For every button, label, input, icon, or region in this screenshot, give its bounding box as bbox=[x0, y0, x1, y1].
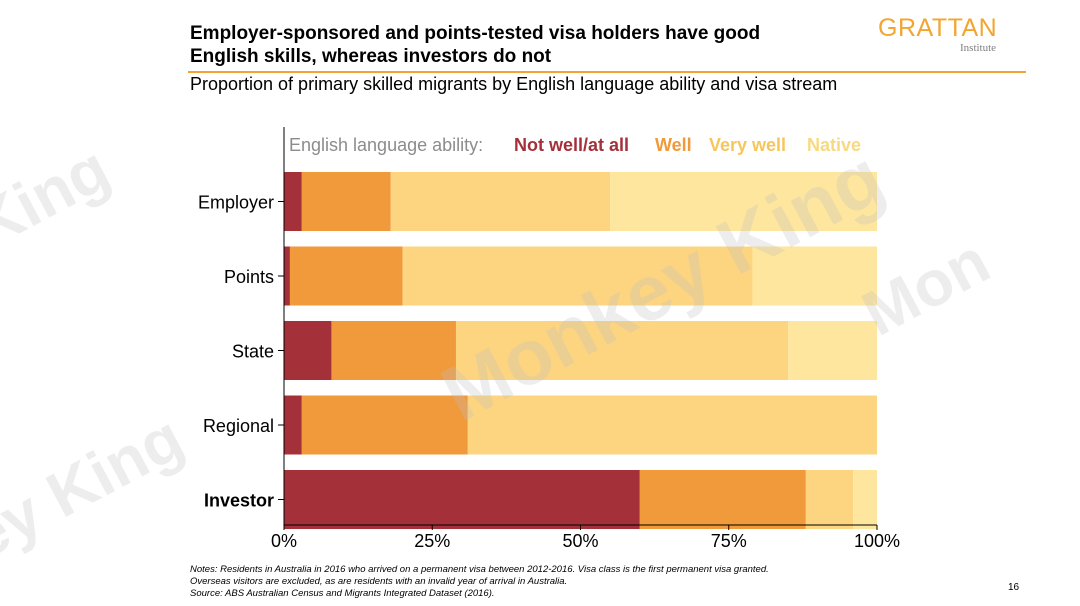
slide-title: Employer-sponsored and points-tested vis… bbox=[190, 23, 761, 67]
category-label: Regional bbox=[203, 416, 274, 436]
bar-segment bbox=[289, 246, 403, 306]
legend-item: Very well bbox=[709, 135, 786, 155]
x-tick-label: 0% bbox=[271, 531, 297, 551]
legend-item: Well bbox=[655, 135, 692, 155]
bar-segment bbox=[805, 470, 854, 529]
bar-segment bbox=[788, 321, 877, 380]
stacked-bar-chart: English language ability: Not well/at all… bbox=[198, 127, 900, 551]
x-tick-label: 75% bbox=[711, 531, 747, 551]
x-tick-label: 50% bbox=[562, 531, 598, 551]
bar-segment bbox=[301, 172, 391, 231]
bar-segment bbox=[331, 321, 456, 380]
notes: Notes: Residents in Australia in 2016 wh… bbox=[190, 564, 950, 600]
category-label: Employer bbox=[198, 193, 274, 213]
category-label: State bbox=[232, 342, 274, 362]
bar-segment bbox=[752, 246, 877, 306]
notes-line-2: Overseas visitors are excluded, as are r… bbox=[190, 576, 568, 587]
bar-segment bbox=[284, 246, 290, 306]
legend-item: Native bbox=[807, 135, 861, 155]
page-number: 16 bbox=[1008, 582, 1020, 593]
bar-segment bbox=[402, 246, 753, 306]
bar-segment bbox=[639, 470, 806, 529]
legend-title: English language ability: bbox=[289, 135, 483, 155]
bar-segment bbox=[301, 395, 468, 455]
x-tick-label: 100% bbox=[854, 531, 900, 551]
source-line: Source: ABS Australian Census and Migran… bbox=[190, 588, 495, 599]
bar-segment bbox=[284, 470, 640, 529]
category-label: Points bbox=[224, 267, 274, 287]
title-rule bbox=[188, 71, 1026, 73]
bar-segment bbox=[284, 321, 332, 380]
logo-name: GRATTAN bbox=[878, 14, 998, 42]
bar-segment bbox=[853, 470, 877, 529]
legend-item: Not well/at all bbox=[514, 135, 629, 155]
notes-line-1: Notes: Residents in Australia in 2016 wh… bbox=[190, 564, 769, 575]
bar-segment bbox=[284, 172, 302, 231]
bar-segment bbox=[455, 321, 789, 380]
bar-segment bbox=[467, 395, 877, 455]
bar-segment bbox=[390, 172, 611, 231]
bar-segment bbox=[610, 172, 877, 231]
slide-subtitle: Proportion of primary skilled migrants b… bbox=[190, 74, 838, 94]
x-tick-label: 25% bbox=[414, 531, 450, 551]
logo-sub: Institute bbox=[960, 42, 997, 54]
grattan-logo: GRATTAN Institute bbox=[878, 14, 1028, 54]
category-label: Investor bbox=[204, 491, 274, 511]
bar-segment bbox=[284, 395, 302, 455]
